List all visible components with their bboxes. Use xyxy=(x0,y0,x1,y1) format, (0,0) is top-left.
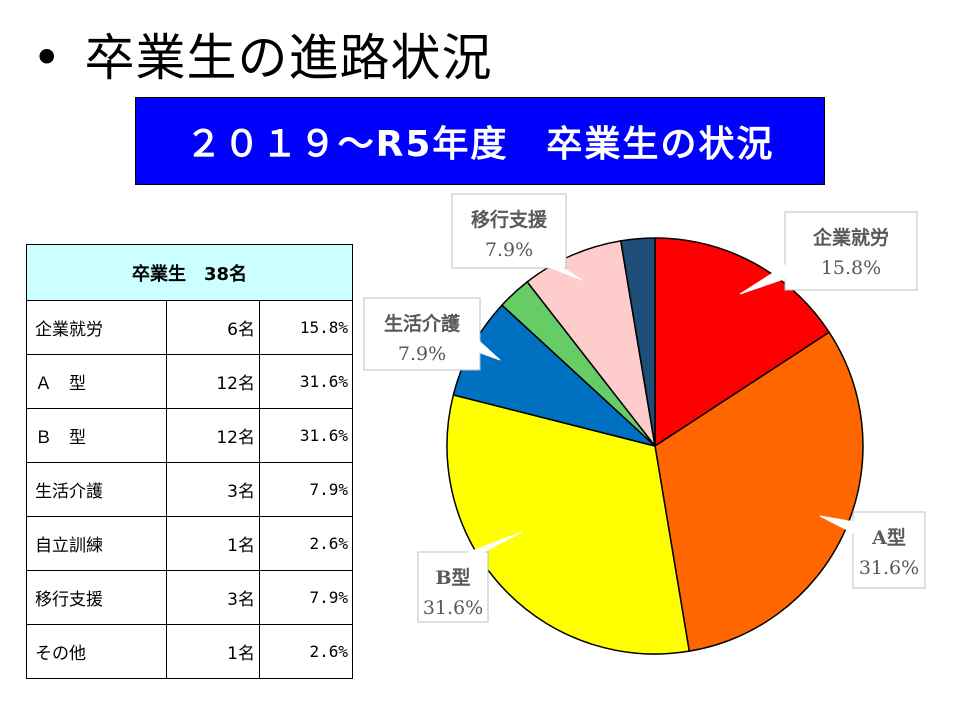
row-label: 企業就労 xyxy=(26,300,167,355)
row-count: 3名 xyxy=(166,462,260,517)
data-label-box xyxy=(363,297,481,371)
pie-slice-7 xyxy=(619,237,656,447)
pie-slice-6 xyxy=(526,239,656,447)
chart-banner: ２０１９～R5年度 卒業生の状況 xyxy=(135,97,825,185)
data-label-name: A型 xyxy=(871,526,906,549)
table-row: 企業就労 6名 15.8% xyxy=(26,300,353,355)
data-label-box xyxy=(417,551,489,623)
table-header: 卒業生 38名 xyxy=(26,244,353,301)
table-row: 生活介護 3名 7.9% xyxy=(26,462,353,517)
row-percent: 2.6% xyxy=(259,516,353,571)
row-count: 12名 xyxy=(166,408,260,463)
data-label-box xyxy=(451,193,567,269)
row-percent: 7.9% xyxy=(259,570,353,625)
data-label-name: 移行支援 xyxy=(471,208,548,231)
data-label-value: 7.9% xyxy=(485,239,533,261)
table-row: その他 1名 2.6% xyxy=(26,624,353,679)
row-label: その他 xyxy=(26,624,167,679)
data-label-pointer xyxy=(463,531,523,555)
table-header-row: 卒業生 38名 xyxy=(26,244,353,301)
summary-table: 卒業生 38名 企業就労 6名 15.8% Ａ 型 12名 31.6% Ｂ 型 … xyxy=(26,244,353,679)
row-count: 12名 xyxy=(166,354,260,409)
row-percent: 7.9% xyxy=(259,462,353,517)
row-label: Ａ 型 xyxy=(26,354,167,409)
data-label-value: 7.9% xyxy=(398,343,446,365)
data-label-pointer xyxy=(545,265,583,281)
table-row: 移行支援 3名 7.9% xyxy=(26,570,353,625)
table-row: 自立訓練 1名 2.6% xyxy=(26,516,353,571)
data-label-name: 生活介護 xyxy=(384,312,461,335)
pie-chart: 企業就労 15.8% A型 31.6% B型 31.6% 生活介護 7.9% 移行支援 7.9% xyxy=(363,193,926,655)
row-count: 1名 xyxy=(166,624,260,679)
row-percent: 2.6% xyxy=(259,624,353,679)
bullet-marker: • xyxy=(32,29,63,87)
table-row: Ｂ 型 12名 31.6% xyxy=(26,408,353,463)
data-label-box xyxy=(852,511,926,589)
data-label-2: A型 31.6% xyxy=(819,511,926,589)
data-label-4: 生活介護 7.9% xyxy=(363,297,501,371)
data-label-1: 企業就労 15.8% xyxy=(739,211,918,295)
data-label-6: 移行支援 7.9% xyxy=(451,193,583,281)
table-row: Ａ 型 12名 31.6% xyxy=(26,354,353,409)
data-label-pointer xyxy=(739,263,788,295)
row-label: 移行支援 xyxy=(26,570,167,625)
data-label-pointer xyxy=(819,515,856,535)
row-count: 3名 xyxy=(166,570,260,625)
row-percent: 31.6% xyxy=(259,354,353,409)
data-label-name: 企業就労 xyxy=(812,226,889,249)
data-label-3: B型 31.6% xyxy=(417,531,523,623)
row-label: Ｂ 型 xyxy=(26,408,167,463)
data-label-pointer xyxy=(477,338,501,361)
row-percent: 15.8% xyxy=(259,300,353,355)
slide-title-text: 卒業生の進路状況 xyxy=(84,29,493,87)
pie-slice-3 xyxy=(446,394,691,655)
data-label-value: 31.6% xyxy=(859,557,919,579)
row-label: 生活介護 xyxy=(26,462,167,517)
data-label-value: 15.8% xyxy=(821,257,881,279)
data-label-box xyxy=(784,211,918,291)
row-count: 6名 xyxy=(166,300,260,355)
row-percent: 31.6% xyxy=(259,408,353,463)
data-label-value: 31.6% xyxy=(423,597,483,619)
data-label-name: B型 xyxy=(435,566,470,589)
row-count: 1名 xyxy=(166,516,260,571)
row-label: 自立訓練 xyxy=(26,516,167,571)
slide-title: • 卒業生の進路状況 xyxy=(32,18,493,90)
